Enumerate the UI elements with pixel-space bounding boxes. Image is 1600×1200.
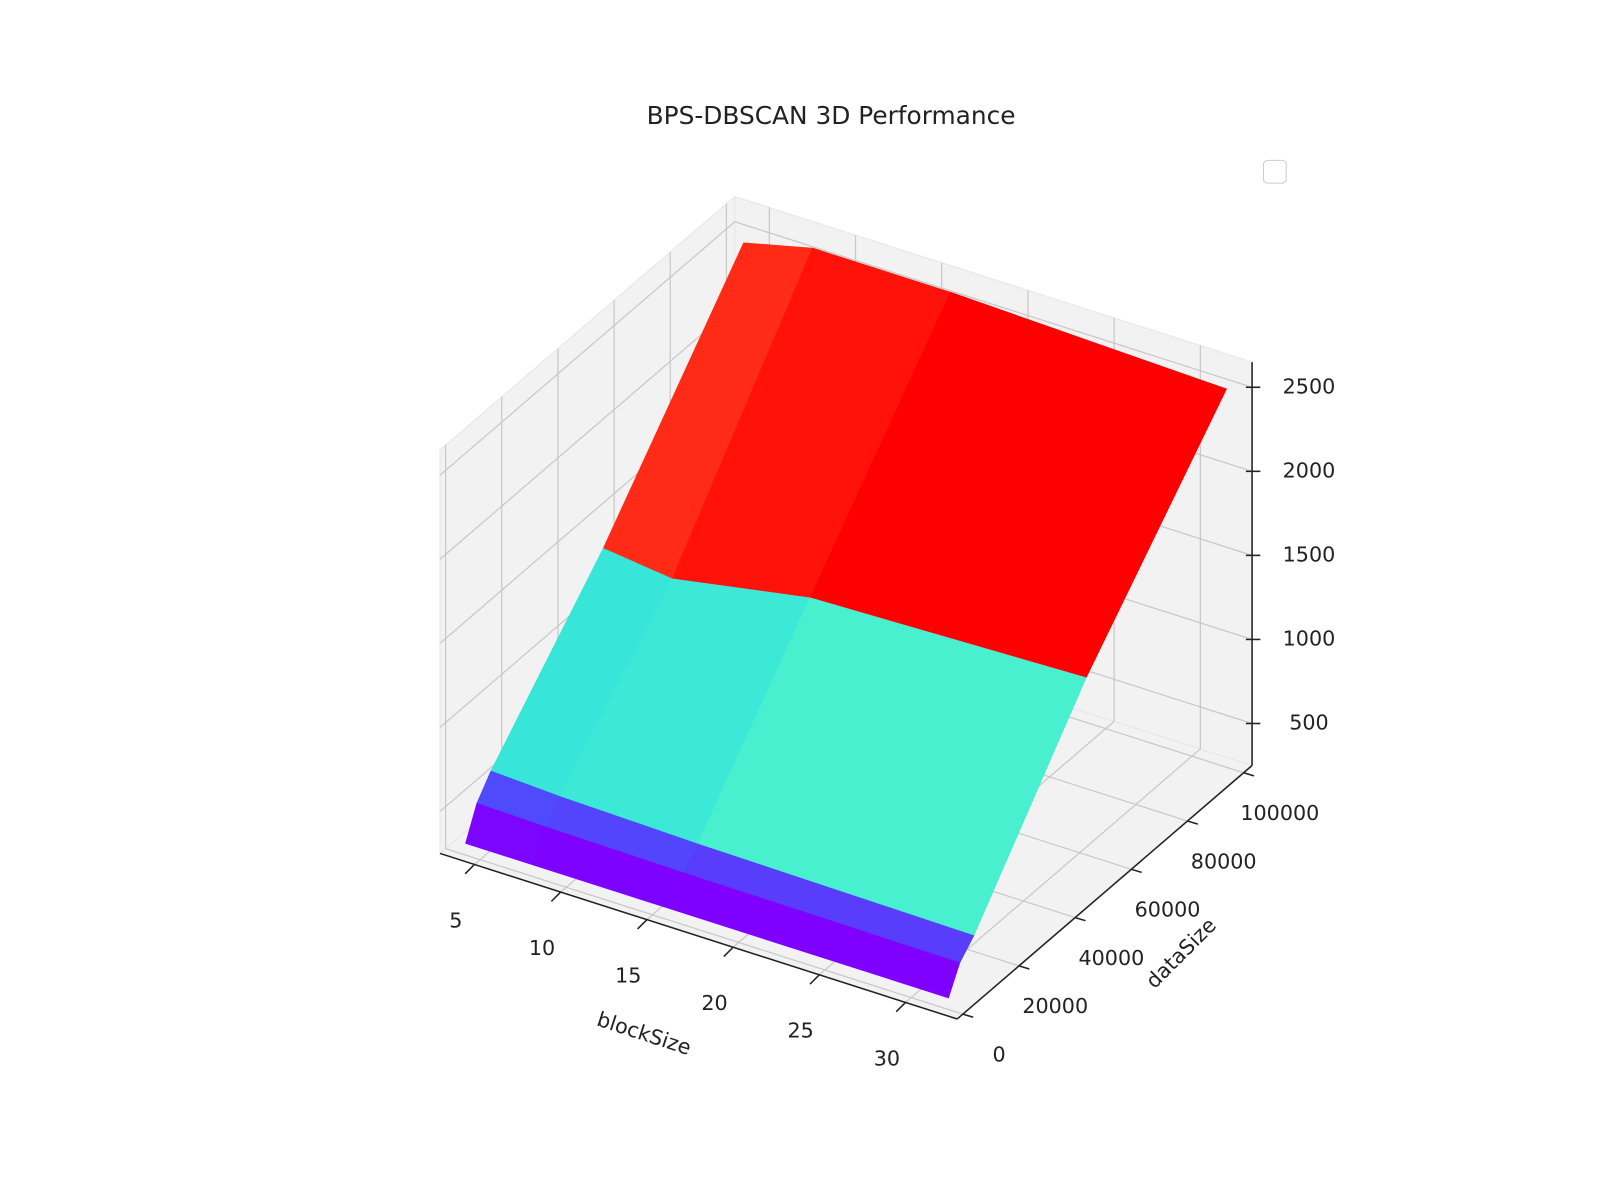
x-tick-label: 15 [615,964,641,988]
z-tick-label: 2500 [1283,374,1336,398]
x-tick [464,863,476,875]
x-tick-label: 30 [874,1046,900,1070]
y-tick [1187,820,1199,825]
x-tick-label: 10 [529,936,555,960]
y-tick-label: 80000 [1191,849,1257,873]
y-tick-label: 40000 [1078,946,1144,970]
z-tick-label: 1000 [1283,626,1336,650]
y-tick-label: 20000 [1022,994,1088,1018]
x-tick [723,946,734,958]
y-tick-label: 60000 [1135,898,1201,922]
x-axis-label: blockSize [594,1007,694,1060]
grid-line [439,305,736,560]
grid-line [445,848,964,1015]
grid-line [439,221,736,476]
z-tick-label: 500 [1289,710,1328,734]
plot-area: 5 10 15 20 25 30 0 20000 40000 60000 80000 100000 50… [438,195,1336,1070]
chart-title: BPS-DBSCAN 3D Performance [647,101,1016,130]
y-tick [962,1013,974,1018]
y-tick-label: 0 [992,1043,1005,1067]
x-tick [895,1001,907,1013]
x-tick [637,919,648,930]
z-tick-label: 2000 [1283,458,1336,482]
y-axis-label: dataSize [1141,913,1221,993]
y-tick-label: 100000 [1240,801,1319,825]
x-tick-label: 20 [701,991,727,1015]
axis-line [956,764,1253,1020]
surface-face [672,872,961,999]
legend-box [1262,159,1287,184]
y-tick [1074,916,1086,922]
z-tick-label: 1500 [1283,542,1336,566]
x-tick [809,974,820,985]
grid-line [734,221,1253,388]
axis-line [439,852,958,1020]
x-tick-label: 25 [788,1019,814,1043]
x-tick [550,891,562,902]
y-tick [1131,868,1142,874]
x-tick-label: 5 [449,908,462,932]
y-tick [1243,772,1255,777]
y-tick [1018,965,1030,970]
